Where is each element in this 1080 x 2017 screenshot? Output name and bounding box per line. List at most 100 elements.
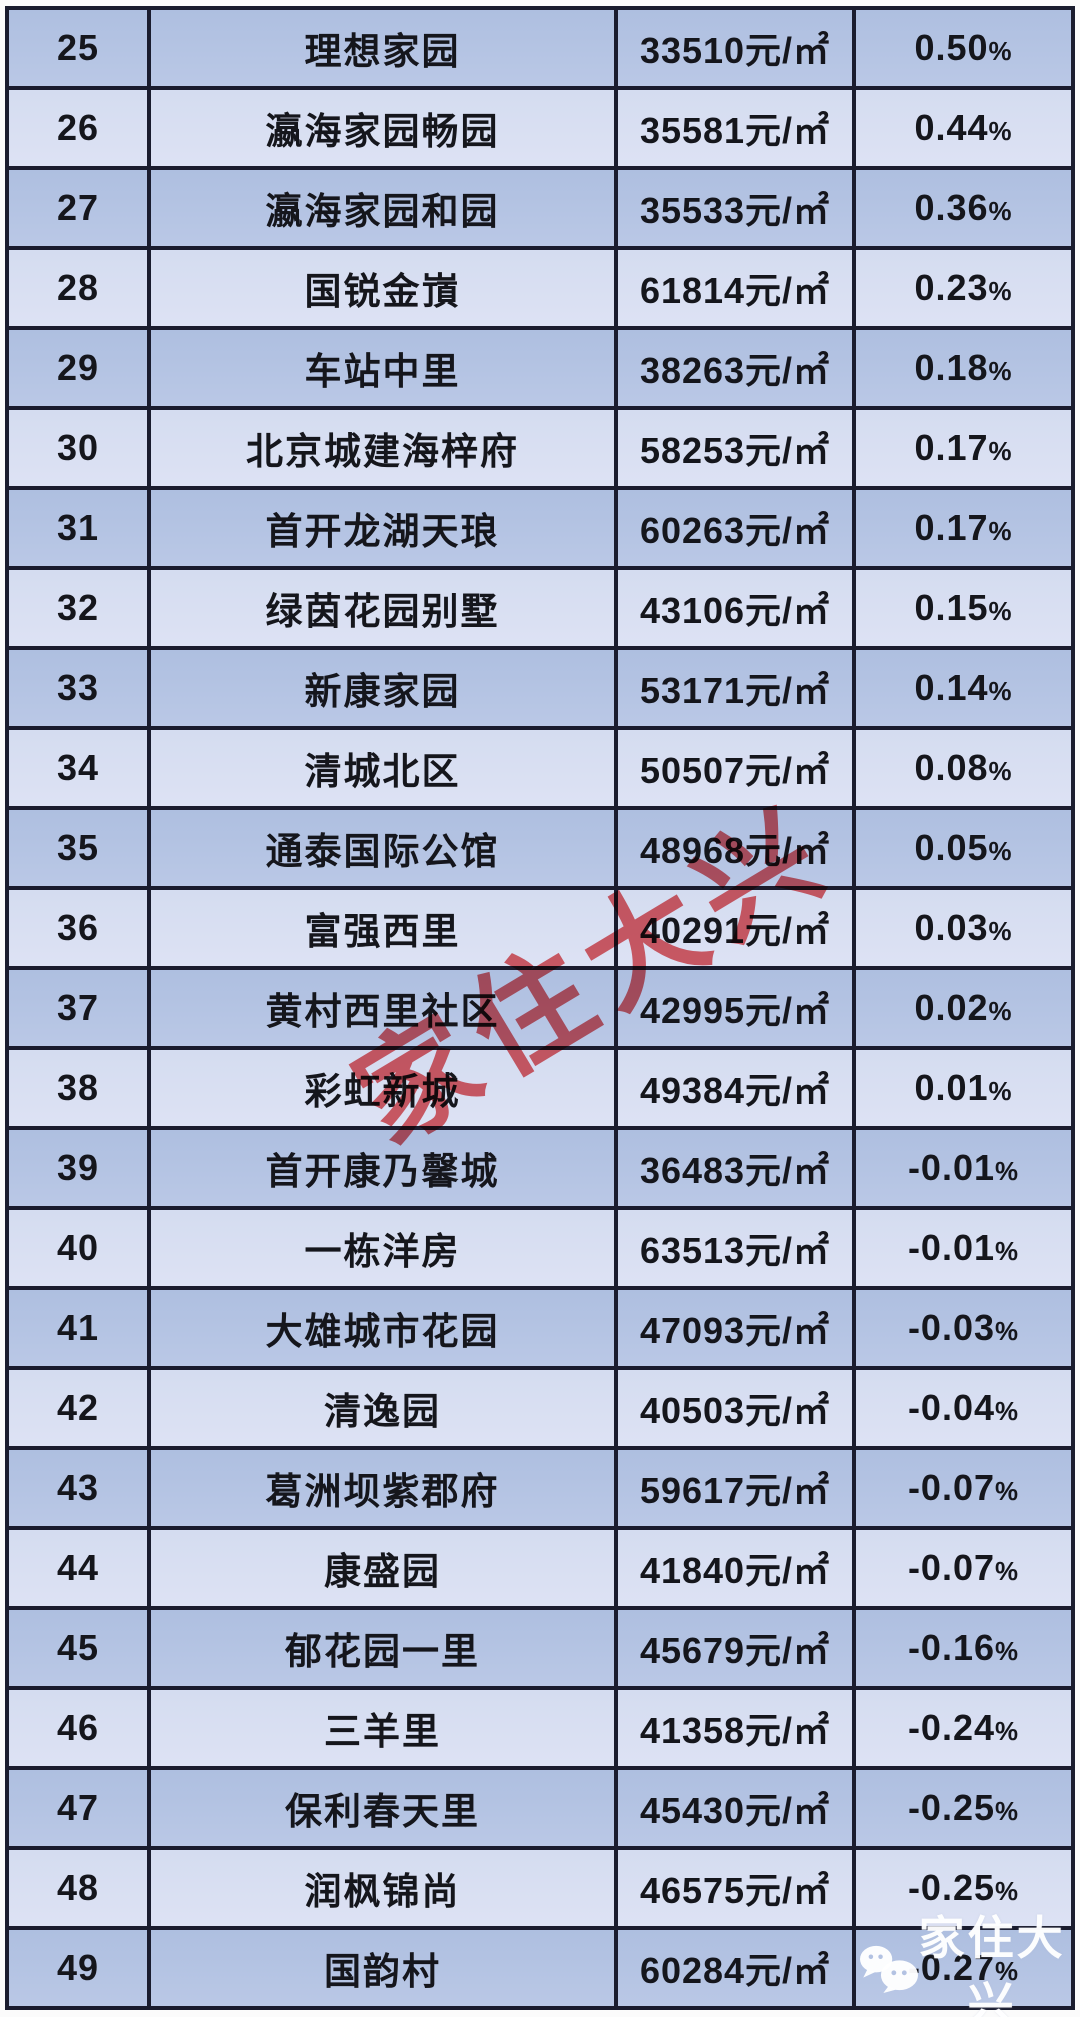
rank-cell: 36 (5, 886, 151, 970)
rank-cell: 34 (5, 726, 151, 810)
change-value: 0.23% (914, 267, 1013, 308)
price-cell: 35581元/㎡ (614, 86, 856, 170)
price-value: 35533 (639, 190, 746, 231)
table-row: 39 首开康乃馨城 36483元/㎡ -0.01% (5, 1126, 1075, 1210)
price-value: 60263 (639, 510, 746, 551)
price-value: 38263 (639, 350, 746, 391)
price-unit: 元/㎡ (745, 1390, 831, 1431)
change-cell: 0.15% (852, 566, 1075, 650)
change-value: -0.07% (907, 1547, 1020, 1588)
community-name-cell: 理想家园 (147, 6, 618, 90)
change-value: 0.05% (914, 827, 1013, 868)
rank-cell: 30 (5, 406, 151, 490)
change-cell: -0.27% 家住大兴 (852, 1912, 1075, 2017)
change-cell: -0.16% (852, 1606, 1075, 1690)
price-unit: 元/㎡ (745, 1710, 831, 1751)
change-cell: 0.50% (852, 6, 1075, 90)
price-value: 36483 (639, 1150, 746, 1191)
table-row: 32 绿茵花园别墅 43106元/㎡ 0.15% (5, 566, 1075, 650)
price-unit: 元/㎡ (745, 1790, 831, 1831)
price-cell: 33510元/㎡ (614, 6, 856, 90)
price-unit: 元/㎡ (745, 910, 831, 951)
price-value: 41840 (639, 1550, 746, 1591)
change-value: 0.44% (914, 107, 1013, 148)
change-cell: 0.08% (852, 726, 1075, 810)
price-unit: 元/㎡ (745, 670, 831, 711)
change-value: -0.04% (907, 1387, 1020, 1428)
change-cell: -0.07% (852, 1446, 1075, 1530)
rank-cell: 48 (5, 1846, 151, 1930)
change-cell: -0.01% (852, 1206, 1075, 1290)
price-value: 33510 (639, 30, 746, 71)
change-cell: -0.07% (852, 1526, 1075, 1610)
rank-cell: 47 (5, 1766, 151, 1850)
price-value: 46575 (639, 1870, 746, 1911)
change-cell: -0.03% (852, 1286, 1075, 1370)
price-value: 50507 (639, 750, 746, 791)
price-cell: 36483元/㎡ (614, 1126, 856, 1210)
community-name-cell: 北京城建海梓府 (147, 406, 618, 490)
price-value: 60284 (639, 1950, 746, 1991)
table-row: 48 润枫锦尚 46575元/㎡ -0.25% (5, 1846, 1075, 1930)
change-value: 0.36% (914, 187, 1013, 228)
change-value: 0.14% (914, 667, 1013, 708)
price-unit: 元/㎡ (745, 350, 831, 391)
table-row: 25 理想家园 33510元/㎡ 0.50% (5, 6, 1075, 90)
price-unit: 元/㎡ (745, 270, 831, 311)
change-cell: 0.36% (852, 166, 1075, 250)
change-value: 0.01% (914, 1067, 1013, 1108)
rank-cell: 27 (5, 166, 151, 250)
change-value: -0.07% (907, 1467, 1020, 1508)
price-cell: 63513元/㎡ (614, 1206, 856, 1290)
price-cell: 47093元/㎡ (614, 1286, 856, 1370)
table-row: 47 保利春天里 45430元/㎡ -0.25% (5, 1766, 1075, 1850)
price-unit: 元/㎡ (745, 830, 831, 871)
change-value: -0.24% (907, 1707, 1020, 1748)
community-name-cell: 葛洲坝紫郡府 (147, 1446, 618, 1530)
change-cell: 0.14% (852, 646, 1075, 730)
table-row: 38 彩虹新城 49384元/㎡ 0.01% (5, 1046, 1075, 1130)
price-cell: 59617元/㎡ (614, 1446, 856, 1530)
rank-cell: 33 (5, 646, 151, 730)
change-value: -0.27% (907, 1947, 1020, 1988)
community-name-cell: 富强西里 (147, 886, 618, 970)
rank-cell: 38 (5, 1046, 151, 1130)
table-row: 49 国韵村 60284元/㎡ -0.27% 家住大兴 (5, 1912, 1075, 2017)
price-cell: 35533元/㎡ (614, 166, 856, 250)
price-cell: 45430元/㎡ (614, 1766, 856, 1850)
price-cell: 49384元/㎡ (614, 1046, 856, 1130)
price-cell: 43106元/㎡ (614, 566, 856, 650)
change-cell: -0.25% (852, 1766, 1075, 1850)
price-cell: 53171元/㎡ (614, 646, 856, 730)
price-unit: 元/㎡ (745, 1150, 831, 1191)
price-cell: 46575元/㎡ (614, 1846, 856, 1930)
community-name-cell: 绿茵花园别墅 (147, 566, 618, 650)
price-value: 45679 (639, 1630, 746, 1671)
price-cell: 50507元/㎡ (614, 726, 856, 810)
rank-cell: 32 (5, 566, 151, 650)
change-value: -0.25% (907, 1867, 1020, 1908)
table-row: 35 通泰国际公馆 48968元/㎡ 0.05% (5, 806, 1075, 890)
table-row: 33 新康家园 53171元/㎡ 0.14% (5, 646, 1075, 730)
table-row: 30 北京城建海梓府 58253元/㎡ 0.17% (5, 406, 1075, 490)
change-cell: 0.17% (852, 406, 1075, 490)
table-row: 44 康盛园 41840元/㎡ -0.07% (5, 1526, 1075, 1610)
rank-cell: 29 (5, 326, 151, 410)
table-row: 41 大雄城市花园 47093元/㎡ -0.03% (5, 1286, 1075, 1370)
change-value: 0.02% (914, 987, 1013, 1028)
price-value: 49384 (639, 1070, 746, 1111)
table-row: 37 黄村西里社区 42995元/㎡ 0.02% (5, 966, 1075, 1050)
price-value: 48968 (639, 830, 746, 871)
rank-cell: 49 (5, 1926, 151, 2010)
price-unit: 元/㎡ (745, 590, 831, 631)
community-name-cell: 首开龙湖天琅 (147, 486, 618, 570)
change-value: 0.17% (914, 507, 1013, 548)
rank-cell: 41 (5, 1286, 151, 1370)
rank-cell: 26 (5, 86, 151, 170)
table-row: 28 国锐金嵿 61814元/㎡ 0.23% (5, 246, 1075, 330)
table-row: 40 一栋洋房 63513元/㎡ -0.01% (5, 1206, 1075, 1290)
price-unit: 元/㎡ (745, 990, 831, 1031)
change-cell: 0.18% (852, 326, 1075, 410)
community-name-cell: 彩虹新城 (147, 1046, 618, 1130)
community-name-cell: 黄村西里社区 (147, 966, 618, 1050)
